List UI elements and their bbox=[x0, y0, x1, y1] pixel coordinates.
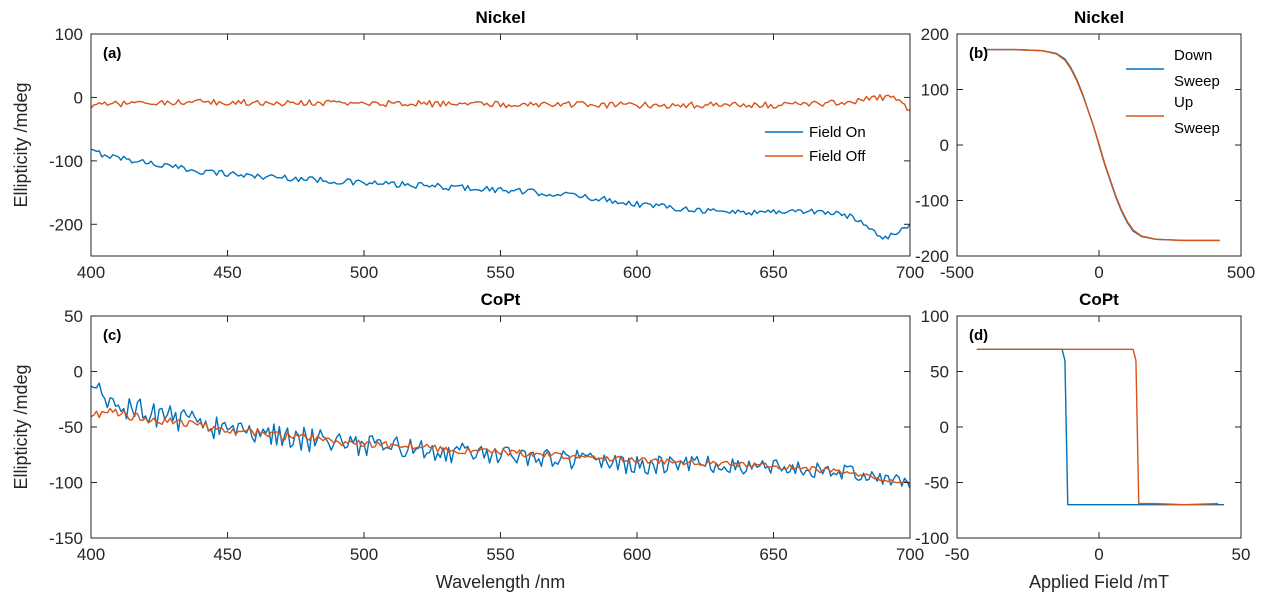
y-tick-label: -200 bbox=[915, 247, 949, 266]
series-line-c-1 bbox=[91, 407, 910, 485]
x-tick-label: 500 bbox=[1227, 263, 1255, 282]
series-line-a-1 bbox=[91, 93, 910, 111]
y-tick-label: 50 bbox=[930, 363, 949, 382]
legend-label: Field On bbox=[809, 124, 866, 141]
legend-label: Sweep bbox=[1174, 120, 1220, 137]
series-line-d-0 bbox=[976, 348, 1224, 506]
y-tick-label: 100 bbox=[921, 81, 949, 100]
panel-label: (a) bbox=[103, 45, 121, 62]
x-axis-label: Applied Field /mT bbox=[1029, 572, 1169, 592]
y-tick-label: -200 bbox=[49, 215, 83, 234]
x-tick-label: 650 bbox=[759, 545, 787, 564]
x-tick-label: 400 bbox=[77, 545, 105, 564]
series-line-b-1 bbox=[985, 48, 1220, 242]
y-tick-label: -150 bbox=[49, 529, 83, 548]
x-tick-label: 450 bbox=[213, 545, 241, 564]
x-tick-label: 50 bbox=[1232, 545, 1251, 564]
x-tick-label: 0 bbox=[1094, 545, 1103, 564]
y-tick-label: 0 bbox=[74, 88, 83, 107]
x-tick-label: -500 bbox=[940, 263, 974, 282]
y-tick-label: -50 bbox=[58, 418, 83, 437]
x-tick-label: 550 bbox=[486, 545, 514, 564]
y-tick-label: -50 bbox=[924, 474, 949, 493]
y-tick-label: 200 bbox=[921, 25, 949, 44]
chart-title: Nickel bbox=[475, 8, 525, 27]
panel-label: (d) bbox=[969, 327, 988, 344]
panel-a: 400 450 500 550 600 650 700 100 0 -100 -200 Nickel (… bbox=[11, 8, 924, 282]
x-tick-label: 500 bbox=[350, 545, 378, 564]
x-tick-label: 650 bbox=[759, 263, 787, 282]
y-tick-label: -100 bbox=[49, 152, 83, 171]
y-tick-label: 100 bbox=[55, 25, 83, 44]
chart-title: Nickel bbox=[1074, 8, 1124, 27]
x-tick-label: 450 bbox=[213, 263, 241, 282]
x-tick-label: -50 bbox=[945, 545, 970, 564]
panel-label: (c) bbox=[103, 327, 121, 344]
legend-label: Up bbox=[1174, 94, 1193, 111]
series-line-a-0 bbox=[91, 148, 910, 240]
y-tick-label: 0 bbox=[940, 136, 949, 155]
x-tick-label: 400 bbox=[77, 263, 105, 282]
legend-label: Down bbox=[1174, 47, 1212, 64]
legend-label: Field Off bbox=[809, 148, 866, 165]
series-line-d-1 bbox=[976, 348, 1219, 506]
x-tick-label: 600 bbox=[623, 263, 651, 282]
y-tick-label: 0 bbox=[74, 363, 83, 382]
x-tick-label: 550 bbox=[486, 263, 514, 282]
y-tick-label: -100 bbox=[915, 529, 949, 548]
panel-label: (b) bbox=[969, 45, 988, 62]
y-tick-label: 100 bbox=[921, 307, 949, 326]
y-tick-label: 0 bbox=[940, 418, 949, 437]
y-tick-label: -100 bbox=[49, 474, 83, 493]
chart-title: CoPt bbox=[1079, 290, 1119, 309]
y-axis-label: Ellipticity /mdeg bbox=[11, 82, 31, 207]
panel-c: 400 450 500 550 600 650 700500-50-100-150CoPt(… bbox=[11, 290, 924, 592]
x-tick-label: 600 bbox=[623, 545, 651, 564]
x-tick-label: 500 bbox=[350, 263, 378, 282]
panel-b: -500 0 500 200 100 0 -100 -200 Nickel (b) Down Swee… bbox=[915, 8, 1255, 282]
axes-frame bbox=[90, 33, 911, 257]
x-tick-label: 700 bbox=[896, 545, 924, 564]
legend-label: Sweep bbox=[1174, 73, 1220, 90]
x-axis-label: Wavelength /nm bbox=[436, 572, 565, 592]
y-tick-label: -100 bbox=[915, 192, 949, 211]
x-tick-label: 700 bbox=[896, 263, 924, 282]
series-line-c-0 bbox=[91, 382, 910, 489]
chart-title: CoPt bbox=[481, 290, 521, 309]
y-axis-label: Ellipticity /mdeg bbox=[11, 364, 31, 489]
y-tick-label: 50 bbox=[64, 307, 83, 326]
x-tick-label: 0 bbox=[1094, 263, 1103, 282]
